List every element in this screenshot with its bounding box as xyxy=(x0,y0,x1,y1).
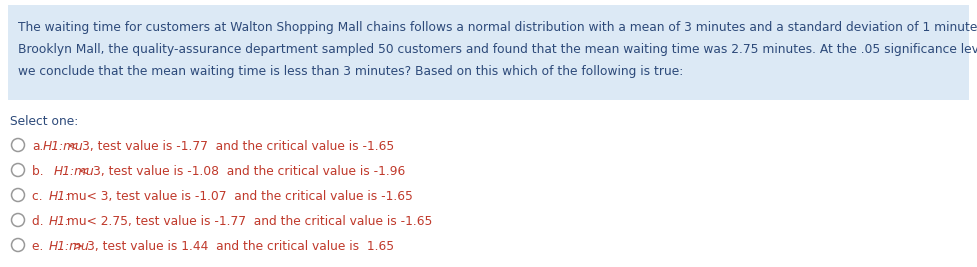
Text: d.: d. xyxy=(32,215,48,228)
Text: we conclude that the mean waiting time is less than 3 minutes? Based on this whi: we conclude that the mean waiting time i… xyxy=(18,65,683,78)
Text: H1:mu: H1:mu xyxy=(43,140,84,153)
Text: mu< 2.75, test value is -1.77  and the critical value is -1.65: mu< 2.75, test value is -1.77 and the cr… xyxy=(64,215,433,228)
Text: Select one:: Select one: xyxy=(10,115,78,128)
Text: H1:: H1: xyxy=(49,190,69,203)
Text: a.: a. xyxy=(32,140,43,153)
Text: > 3, test value is 1.44  and the critical value is  1.65: > 3, test value is 1.44 and the critical… xyxy=(73,240,395,253)
Text: The waiting time for customers at Walton Shopping Mall chains follows a normal d: The waiting time for customers at Walton… xyxy=(18,21,977,34)
Text: < 3, test value is -1.77  and the critical value is -1.65: < 3, test value is -1.77 and the critica… xyxy=(68,140,395,153)
Text: H1:mu: H1:mu xyxy=(49,240,89,253)
Text: H1:mu: H1:mu xyxy=(54,165,95,178)
Text: mu< 3, test value is -1.07  and the critical value is -1.65: mu< 3, test value is -1.07 and the criti… xyxy=(64,190,413,203)
Text: e.: e. xyxy=(32,240,47,253)
Text: c.: c. xyxy=(32,190,47,203)
Text: b.: b. xyxy=(32,165,52,178)
Text: < 3, test value is -1.08  and the critical value is -1.96: < 3, test value is -1.08 and the critica… xyxy=(79,165,405,178)
Text: Brooklyn Mall, the quality-assurance department sampled 50 customers and found t: Brooklyn Mall, the quality-assurance dep… xyxy=(18,43,977,56)
Text: H1:: H1: xyxy=(49,215,69,228)
